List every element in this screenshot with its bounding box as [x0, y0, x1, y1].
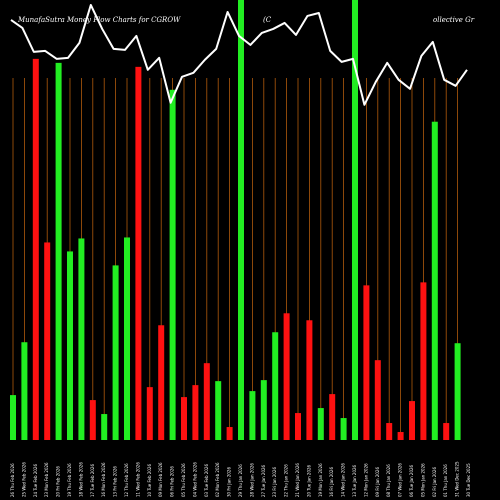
x-tick-label: 09 Mon Feb 2026: [158, 462, 163, 497]
bar-14: [169, 89, 176, 440]
bar-29: [340, 418, 347, 440]
x-tick-label: 04 Wed Feb 2026: [192, 462, 197, 497]
x-tick-label: 12 Mon Jan 2026: [363, 463, 368, 497]
bar-2: [32, 58, 39, 441]
bar-8: [101, 414, 108, 440]
x-tick-label: 24 Tue Feb 2026: [33, 464, 38, 497]
x-tick-label: 07 Wed Jan 2026: [398, 463, 403, 497]
x-tick-label: 05 Mon Jan 2026: [420, 463, 425, 497]
x-tick-label: 20 Fri Feb 2026: [56, 466, 61, 497]
bar-35: [409, 401, 415, 440]
bar-39: [454, 343, 461, 440]
x-tick-label: 11 Wed Feb 2026: [135, 462, 140, 497]
bar-10: [124, 237, 130, 440]
bar-37: [431, 121, 438, 440]
bar-0: [10, 395, 16, 440]
x-tick-label: 22 Thu Jan 2026: [284, 464, 289, 497]
bar-22: [260, 380, 267, 440]
x-tick-label: 16 Mon Feb 2026: [101, 462, 106, 497]
x-tick-label: 12 Thu Feb 2026: [124, 463, 129, 497]
x-tick-label: 21 Wed Jan 2026: [295, 463, 300, 497]
title-part-main: MunafaSutra Money Flow Charts for CGROW: [17, 16, 181, 24]
x-tick-label: 18 Wed Feb 2026: [78, 462, 83, 497]
bar-23: [272, 332, 279, 440]
bar-21: [249, 391, 256, 440]
bar-13: [158, 325, 165, 440]
x-tick-label: 30 Fri Jan 2026: [227, 467, 232, 497]
bar-4: [55, 62, 62, 440]
bar-20: [238, 0, 244, 440]
bar-27: [317, 408, 324, 440]
bar-9: [112, 265, 119, 440]
bar-32: [374, 360, 381, 440]
x-tick-label: 25 Wed Feb 2026: [21, 462, 26, 497]
x-tick-label: 08 Thu Jan 2026: [386, 464, 391, 497]
bar-11: [135, 66, 142, 440]
x-tick-label: 31 Wed Dec 2025: [455, 461, 460, 497]
money-flow-line: [10, 3, 468, 106]
bar-12: [146, 387, 153, 440]
bar-6: [78, 238, 85, 440]
bar-5: [67, 251, 73, 440]
x-tick-label: 30 Tue Dec 2025: [466, 463, 471, 497]
bar-1: [21, 342, 28, 440]
bar-18: [215, 381, 222, 440]
bar-26: [306, 320, 313, 440]
x-tick-label: 05 Thu Feb 2026: [181, 463, 186, 497]
x-tick-label: 13 Tue Jan 2026: [352, 464, 357, 497]
bar-7: [89, 400, 96, 440]
x-tick-label: 17 Tue Feb 2026: [90, 464, 95, 497]
bar-36: [420, 282, 427, 440]
bar-17: [203, 363, 210, 440]
bar-25: [295, 413, 301, 440]
x-tick-label: 23 Fri Jan 2026: [272, 467, 277, 497]
x-tick-label: 13 Fri Feb 2026: [113, 466, 118, 497]
x-tick-label: 28 Wed Jan 2026: [249, 463, 254, 497]
bar-28: [329, 394, 336, 440]
bar-15: [181, 397, 187, 440]
x-tick-label: 10 Tue Feb 2026: [147, 464, 152, 497]
x-tick-label: 23 Mon Feb 2026: [44, 462, 49, 497]
bar-layer: [10, 0, 461, 441]
x-tick-label: 20 Tue Jan 2026: [306, 464, 311, 497]
x-tick-label: 01 Thu Jan 2026: [443, 464, 448, 497]
title-part-ticker: (C: [263, 16, 272, 24]
x-tick-label: 02 Mon Feb 2026: [215, 462, 220, 497]
bar-34: [397, 432, 404, 440]
bar-16: [192, 385, 199, 440]
x-tick-label: 06 Fri Feb 2026: [170, 466, 175, 497]
bar-33: [386, 423, 393, 440]
bar-38: [443, 423, 450, 440]
bar-30: [352, 0, 358, 440]
x-tick-label: 16 Fri Jan 2026: [329, 467, 334, 497]
x-tick-label: 09 Fri Jan 2026: [375, 467, 380, 497]
title-part-name: ollective Gr: [433, 16, 475, 24]
bar-19: [226, 427, 233, 440]
bar-24: [283, 313, 290, 440]
x-tick-label: 29 Thu Jan 2026: [238, 464, 243, 497]
x-tick-label: 26 Thu Feb 2026: [10, 463, 15, 497]
x-tick-label: 06 Tue Jan 2026: [409, 464, 414, 497]
x-tick-label: 02 Fri Jan 2026: [432, 467, 437, 497]
x-tick-label: 19 Thu Feb 2026: [67, 463, 72, 497]
bar-31: [363, 285, 370, 440]
x-tick-label: 03 Tue Feb 2026: [204, 464, 209, 497]
x-tick-label: 14 Wed Jan 2026: [341, 463, 346, 497]
x-tick-label: 19 Mon Jan 2026: [318, 463, 323, 497]
x-tick-label: 27 Tue Jan 2026: [261, 464, 266, 497]
chart-title: MunafaSutra Money Flow Charts for CGROW …: [17, 16, 475, 24]
bar-3: [44, 242, 51, 440]
line-layer: [10, 3, 468, 106]
x-tick-labels: 26 Thu Feb 2026 25 Wed Feb 2026 24 Tue Feb…: [10, 461, 471, 497]
